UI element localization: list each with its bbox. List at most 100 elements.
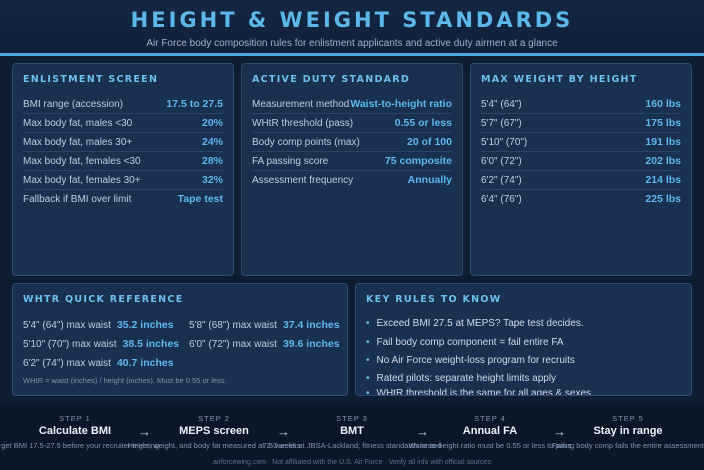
whtr-item: 5'8" (68") max waist 37.4 inches bbox=[189, 319, 340, 331]
rule-text: Exceed BMI 27.5 at MEPS? Tape test decid… bbox=[376, 318, 584, 329]
step-description: 7.5 weeks at JBSA-Lackland; fitness stan… bbox=[262, 441, 442, 450]
rule-text: WHtR threshold is the same for all ages … bbox=[376, 388, 592, 396]
bullet-icon: • bbox=[366, 318, 370, 329]
table-row: Max body fat, males <30 20% bbox=[23, 114, 223, 133]
max-weight-panel: MAX WEIGHT BY HEIGHT 5'4" (64") 160 lbs 5… bbox=[470, 63, 692, 276]
step-name: Calculate BMI bbox=[38, 425, 112, 437]
row-label: 5'10" (70") bbox=[481, 137, 528, 148]
enlistment-panel: ENLISTMENT SCREEN BMI range (accession) 1… bbox=[12, 63, 234, 276]
row-value: 191 lbs bbox=[645, 136, 681, 148]
table-row: FA passing score 75 composite bbox=[252, 152, 452, 171]
table-row: Assessment frequency Annually bbox=[252, 171, 452, 190]
step-name: BMT bbox=[340, 425, 364, 437]
list-item: • WHtR threshold is the same for all ages… bbox=[366, 388, 592, 396]
footer-disclaimer: airforcewing.com · Not affiliated with t… bbox=[213, 459, 491, 466]
table-row: Body comp points (max) 20 of 100 bbox=[252, 133, 452, 152]
row-label: 6'4" (76") bbox=[481, 194, 522, 205]
table-row: 5'4" (64") 160 lbs bbox=[481, 95, 681, 114]
step-description: Height, weight, and body fat measured at… bbox=[127, 441, 301, 450]
active-duty-panel: ACTIVE DUTY STANDARD Measurement method W… bbox=[241, 63, 463, 276]
step-name: Annual FA bbox=[462, 425, 518, 437]
row-value: Waist-to-height ratio bbox=[350, 98, 452, 110]
table-row: Fallback if BMI over limit Tape test bbox=[23, 190, 223, 209]
row-label: 5'4" (64") bbox=[481, 99, 522, 110]
row-value: 160 lbs bbox=[645, 98, 681, 110]
key-rules-panel: KEY RULES TO KNOW • Exceed BMI 27.5 at ME… bbox=[355, 283, 692, 396]
header: HEIGHT & WEIGHT STANDARDS Air Force body… bbox=[0, 0, 704, 54]
whtr-item: 5'10" (70") max waist 38.5 inches bbox=[23, 338, 179, 350]
bullet-icon: • bbox=[366, 388, 370, 396]
list-item: • Exceed BMI 27.5 at MEPS? Tape test deci… bbox=[366, 318, 584, 329]
whtr-panel: WHTR QUICK REFERENCE 5'4" (64") max wais… bbox=[12, 283, 348, 396]
table-row: 5'10" (70") 191 lbs bbox=[481, 133, 681, 152]
row-label: Max body fat, males 30+ bbox=[23, 137, 133, 148]
active-duty-panel-title: ACTIVE DUTY STANDARD bbox=[252, 74, 411, 85]
table-row: 6'0" (72") 202 lbs bbox=[481, 152, 681, 171]
row-label: Fallback if BMI over limit bbox=[23, 194, 132, 205]
whtr-label: 5'8" (68") max waist bbox=[189, 320, 277, 331]
whtr-value: 38.5 inches bbox=[122, 338, 180, 350]
step-number: STEP 1 bbox=[59, 414, 91, 423]
whtr-item: 6'2" (74") max waist 40.7 inches bbox=[23, 357, 174, 369]
whtr-item: 5'4" (64") max waist 35.2 inches bbox=[23, 319, 174, 331]
row-value: 28% bbox=[201, 155, 223, 167]
whtr-panel-title: WHTR QUICK REFERENCE bbox=[23, 294, 184, 305]
table-row: Measurement method Waist-to-height ratio bbox=[252, 95, 452, 114]
step-2: STEP 2 MEPS screen Height, weight, and b… bbox=[127, 414, 300, 450]
table-row: Max body fat, females 30+ 32% bbox=[23, 171, 223, 190]
whtr-label: 5'10" (70") max waist bbox=[23, 339, 117, 350]
steps-bar: STEP 1 Calculate BMI Target BMI 17.5-27.… bbox=[0, 404, 704, 470]
row-label: Max body fat, males <30 bbox=[23, 118, 133, 129]
step-description: Target BMI 17.5-27.5 before your recruit… bbox=[0, 441, 160, 450]
whtr-note: WHtR = waist (inches) / height (inches).… bbox=[23, 376, 227, 385]
step-name: MEPS screen bbox=[179, 425, 249, 437]
row-value: 0.55 or less bbox=[394, 117, 452, 129]
step-5: STEP 5 Stay in range Failing body comp f… bbox=[552, 414, 704, 450]
row-label: 6'0" (72") bbox=[481, 156, 522, 167]
step-number: STEP 4 bbox=[474, 414, 506, 423]
row-label: Max body fat, females <30 bbox=[23, 156, 141, 167]
arrow-right-icon: → bbox=[416, 424, 429, 439]
list-item: • No Air Force weight-loss program for re… bbox=[366, 355, 575, 366]
bullet-icon: • bbox=[366, 337, 370, 348]
rule-text: Rated pilots: separate height limits app… bbox=[376, 373, 557, 384]
row-value: 225 lbs bbox=[645, 193, 681, 205]
arrow-right-icon: → bbox=[138, 424, 151, 439]
rule-text: No Air Force weight-loss program for rec… bbox=[376, 355, 575, 366]
whtr-item: 6'0" (72") max waist 39.6 inches bbox=[189, 338, 340, 350]
whtr-label: 6'2" (74") max waist bbox=[23, 358, 111, 369]
header-accent-line bbox=[0, 53, 704, 56]
table-row: Max body fat, females <30 28% bbox=[23, 152, 223, 171]
step-number: STEP 2 bbox=[198, 414, 230, 423]
table-row: 5'7" (67") 175 lbs bbox=[481, 114, 681, 133]
enlistment-panel-title: ENLISTMENT SCREEN bbox=[23, 74, 159, 85]
bullet-icon: • bbox=[366, 373, 370, 384]
step-3: STEP 3 BMT 7.5 weeks at JBSA-Lackland; f… bbox=[263, 414, 442, 450]
step-description: Failing body comp fails the entire asses… bbox=[552, 441, 704, 450]
table-row: 6'2" (74") 214 lbs bbox=[481, 171, 681, 190]
row-label: FA passing score bbox=[252, 156, 329, 167]
table-row: Max body fat, males 30+ 24% bbox=[23, 133, 223, 152]
row-label: 5'7" (67") bbox=[481, 118, 522, 129]
whtr-label: 5'4" (64") max waist bbox=[23, 320, 111, 331]
row-value: 75 composite bbox=[384, 155, 452, 167]
page-title: HEIGHT & WEIGHT STANDARDS bbox=[130, 8, 574, 32]
list-item: • Fail body comp component = fail entire … bbox=[366, 337, 564, 348]
rule-text: Fail body comp component = fail entire F… bbox=[376, 337, 564, 348]
table-row: WHtR threshold (pass) 0.55 or less bbox=[252, 114, 452, 133]
arrow-right-icon: → bbox=[277, 424, 290, 439]
row-value: 202 lbs bbox=[645, 155, 681, 167]
row-label: 6'2" (74") bbox=[481, 175, 522, 186]
row-value: 175 lbs bbox=[645, 117, 681, 129]
table-row: BMI range (accession) 17.5 to 27.5 bbox=[23, 95, 223, 114]
row-label: Max body fat, females 30+ bbox=[23, 175, 141, 186]
step-4: STEP 4 Annual FA Waist-to-height ratio m… bbox=[409, 414, 572, 450]
row-value: Annually bbox=[407, 174, 452, 186]
whtr-value: 37.4 inches bbox=[282, 319, 340, 331]
row-label: Body comp points (max) bbox=[252, 137, 360, 148]
row-label: BMI range (accession) bbox=[23, 99, 124, 110]
row-value: 20 of 100 bbox=[407, 136, 452, 148]
row-value: 17.5 to 27.5 bbox=[166, 98, 223, 110]
step-name: Stay in range bbox=[593, 425, 663, 437]
arrow-right-icon: → bbox=[553, 424, 566, 439]
